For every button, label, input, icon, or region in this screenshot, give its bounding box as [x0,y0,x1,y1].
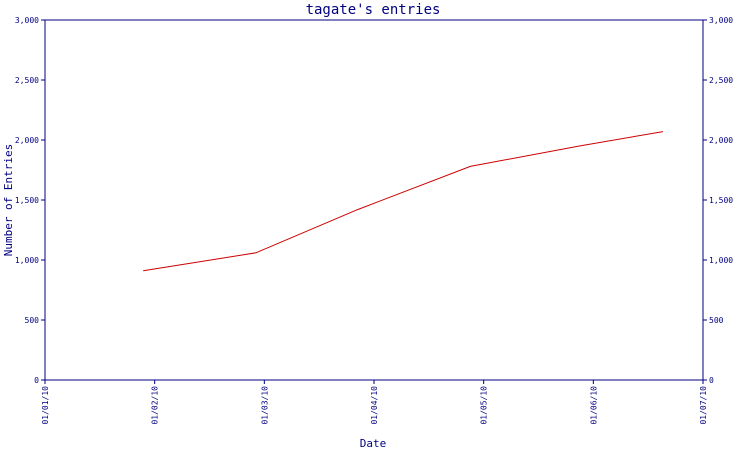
y-axis-label: Number of Entries [2,144,15,257]
x-tick-label: 01/04/10 [370,386,379,425]
x-tick-label: 01/07/10 [699,386,708,425]
y-tick-label-right: 3,000 [709,16,733,25]
y-tick-label-left: 1,500 [15,196,39,205]
y-tick-label-left: 3,000 [15,16,39,25]
x-tick-label: 01/01/10 [41,386,50,425]
chart-title: tagate's entries [306,2,441,18]
y-tick-label-left: 0 [34,376,39,385]
y-tick-label-right: 500 [709,316,724,325]
y-tick-label-right: 1,000 [709,256,733,265]
x-tick-label: 01/06/10 [589,386,598,425]
y-tick-label-right: 1,500 [709,196,733,205]
series-line [143,131,664,272]
x-axis-label: Date [360,437,387,450]
x-axis: 01/01/10 01/02/10 01/03/10 01/04/10 01/05/10… [41,380,708,425]
x-tick-label: 01/03/10 [260,386,269,425]
x-tick-label: 01/02/10 [151,386,160,425]
x-tick-label: 01/05/10 [480,386,489,425]
y-tick-label-right: 0 [709,376,714,385]
plot-area [44,19,704,381]
y-tick-label-left: 2,000 [15,136,39,145]
y-axis-right: 0 500 1,000 1,500 2,000 2,500 3,000 [703,16,733,385]
y-axis-left: 0 500 1,000 1,500 2,000 2,500 3,000 [15,16,45,385]
y-tick-label-left: 500 [25,316,40,325]
y-tick-label-right: 2,500 [709,76,733,85]
y-tick-label-right: 2,000 [709,136,733,145]
y-tick-label-left: 1,000 [15,256,39,265]
series-group [143,131,664,272]
y-tick-label-left: 2,500 [15,76,39,85]
